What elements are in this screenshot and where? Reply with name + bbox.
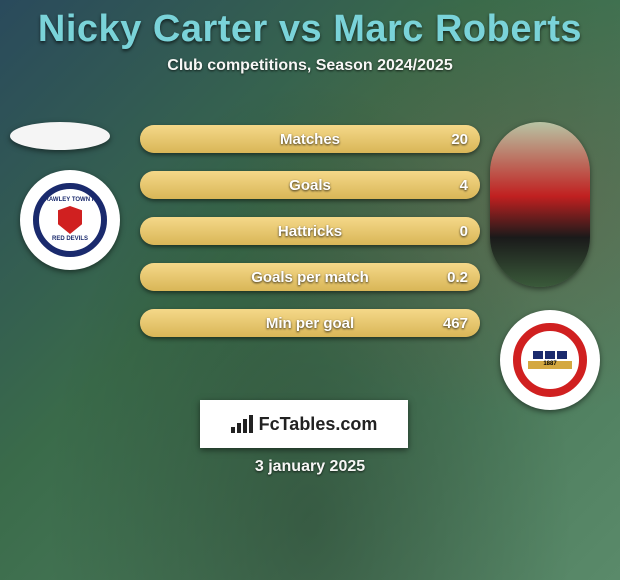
stat-label: Goals per match — [140, 263, 480, 291]
stat-row: Min per goal467 — [140, 309, 480, 337]
stat-value: 467 — [443, 309, 468, 337]
stat-value: 4 — [460, 171, 468, 199]
player-avatar-left — [10, 122, 110, 150]
stats-container: Matches20 Goals4 Hattricks0 Goals per match… — [140, 125, 480, 355]
stat-value: 0 — [460, 217, 468, 245]
bars-icon — [231, 415, 253, 433]
stat-row: Goals4 — [140, 171, 480, 199]
crest-inner-right: 1887 — [513, 323, 587, 397]
stat-value: 20 — [451, 125, 468, 153]
flag-icon — [557, 351, 567, 359]
flag-icon — [545, 351, 555, 359]
subtitle: Club competitions, Season 2024/2025 — [0, 57, 620, 75]
date-text: 3 january 2025 — [0, 458, 620, 476]
stat-row: Matches20 — [140, 125, 480, 153]
stat-value: 0.2 — [447, 263, 468, 291]
branding-badge: FcTables.com — [200, 400, 408, 448]
stat-row: Goals per match0.2 — [140, 263, 480, 291]
player-avatar-right — [490, 122, 590, 287]
shield-icon — [58, 206, 82, 234]
crest-right-year: 1887 — [528, 361, 572, 369]
crest-left-top-text: CRAWLEY TOWN FC — [40, 197, 99, 204]
stat-label: Hattricks — [140, 217, 480, 245]
flag-icon — [533, 351, 543, 359]
club-crest-left: CRAWLEY TOWN FC RED DEVILS — [20, 170, 120, 270]
crest-left-bottom-text: RED DEVILS — [52, 236, 88, 243]
stat-label: Goals — [140, 171, 480, 199]
stat-label: Matches — [140, 125, 480, 153]
crest-flags — [533, 351, 567, 359]
stat-label: Min per goal — [140, 309, 480, 337]
stat-row: Hattricks0 — [140, 217, 480, 245]
page-title: Nicky Carter vs Marc Roberts — [0, 0, 620, 51]
club-crest-right: 1887 — [500, 310, 600, 410]
crest-inner-left: CRAWLEY TOWN FC RED DEVILS — [33, 183, 107, 257]
brand-text: FcTables.com — [259, 414, 378, 435]
